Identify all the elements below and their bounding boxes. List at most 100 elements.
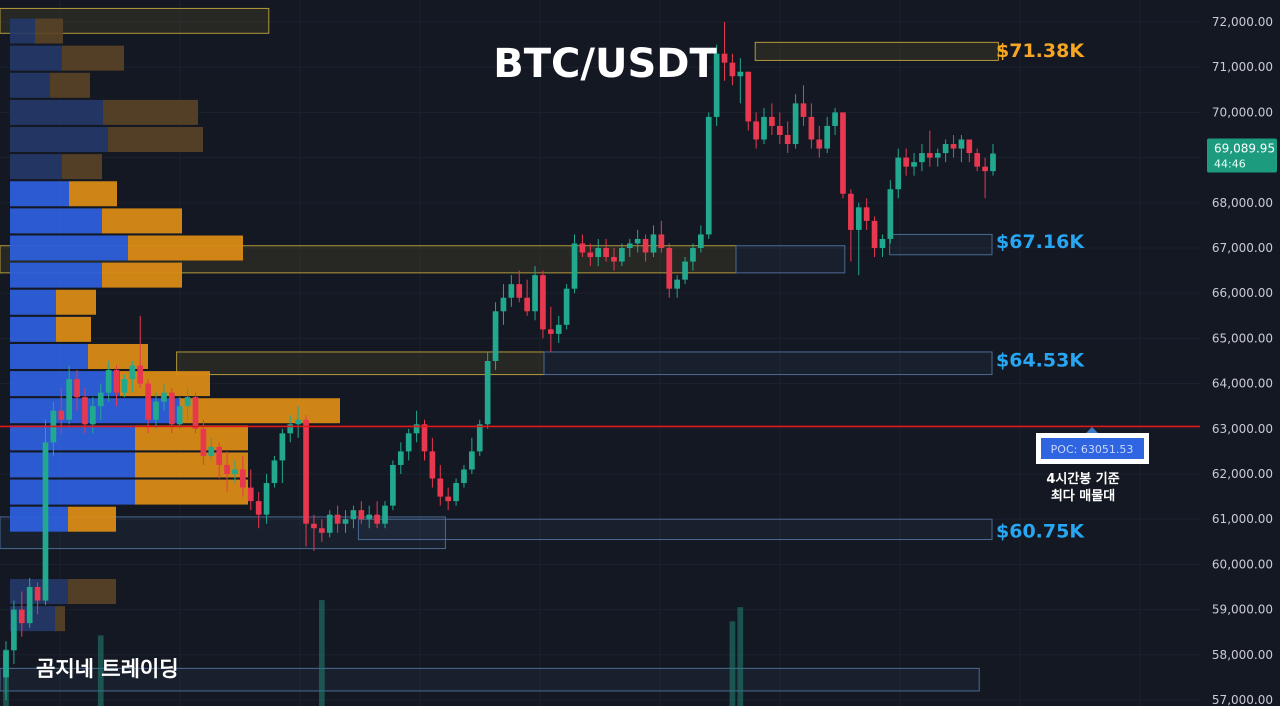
- candle-body: [990, 153, 996, 172]
- current-price-value: 69,089.95: [1214, 142, 1275, 156]
- level-label: $60.75K: [996, 521, 1085, 543]
- y-axis-tick-label: 63,000.00: [1212, 422, 1273, 436]
- zone-box: [754, 41, 999, 61]
- candle-body: [413, 424, 420, 434]
- candle-body: [966, 139, 973, 154]
- candle-body: [698, 234, 704, 248]
- profile-buy-bar: [10, 316, 56, 342]
- profile-buy-bar: [10, 127, 108, 153]
- candles: [3, 22, 996, 700]
- current-price-box: [1207, 138, 1277, 173]
- y-axis-tick-label: 64,000.00: [1212, 377, 1273, 391]
- candle-body: [524, 297, 530, 312]
- candle-body: [318, 528, 325, 533]
- zone-box: [543, 351, 993, 376]
- candle-body: [903, 157, 909, 167]
- profile-buy-bar: [10, 425, 135, 451]
- candle-body: [405, 433, 412, 452]
- candle-body: [784, 135, 791, 145]
- candle-body: [232, 469, 238, 474]
- candle-body: [334, 514, 341, 524]
- profile-buy-bar: [10, 18, 35, 44]
- profile-sell-bar: [103, 99, 198, 125]
- poc-note-line2: 최다 매물대: [1051, 488, 1115, 504]
- profile-sell-bar: [102, 208, 182, 234]
- level-label: $67.16K: [996, 231, 1085, 253]
- profile-buy-bar: [10, 99, 103, 125]
- candle-body: [66, 379, 73, 420]
- profile-sell-bar: [135, 479, 248, 505]
- candle-body: [911, 162, 917, 167]
- candle-body: [34, 587, 41, 601]
- poc-note-line1: 4시간봉 기준: [1046, 471, 1119, 487]
- level-label: $64.53K: [996, 350, 1085, 372]
- candle-body: [555, 324, 562, 334]
- candle-body: [397, 451, 404, 465]
- candle-body: [532, 275, 538, 312]
- candle-body: [105, 370, 112, 393]
- profile-sell-bar: [50, 72, 90, 98]
- candle-body: [161, 392, 167, 402]
- candle-body: [18, 609, 25, 624]
- level-label: $71.38K: [996, 40, 1085, 62]
- candle-body: [90, 406, 96, 425]
- candle-body: [942, 144, 949, 154]
- candle-body: [382, 505, 388, 524]
- candle-body: [658, 234, 665, 248]
- candle-body: [634, 238, 641, 244]
- profile-sell-bar: [69, 181, 117, 207]
- y-axis-tick-label: 71,000.00: [1212, 60, 1273, 74]
- profile-sell-bar: [88, 343, 148, 369]
- y-axis-tick-label: 59,000.00: [1212, 603, 1273, 617]
- y-axis-tick-label: 68,000.00: [1212, 196, 1273, 210]
- level-labels: $71.38K $67.16K $64.53K $60.75K: [996, 40, 1085, 542]
- candle-body: [626, 243, 633, 248]
- watermark-text: 곰지네 트레이딩: [36, 657, 179, 681]
- candle-body: [808, 116, 815, 140]
- candle-body: [840, 112, 846, 194]
- y-axis-tick-label: 57,000.00: [1212, 693, 1273, 706]
- candle-body: [224, 464, 230, 474]
- candle-body: [745, 71, 752, 122]
- candle-body: [824, 125, 831, 149]
- candle-body: [761, 116, 767, 140]
- candle-body: [208, 446, 215, 456]
- profile-buy-bar: [10, 479, 135, 505]
- candle-body: [713, 53, 720, 117]
- volume-bar: [318, 600, 325, 706]
- candle-body: [358, 510, 365, 520]
- candle-body: [374, 514, 380, 524]
- profile-buy-bar: [10, 72, 50, 98]
- candle-body: [603, 248, 609, 258]
- volume-bar: [97, 635, 104, 706]
- candle-body: [595, 248, 602, 258]
- profile-sell-bar: [128, 235, 243, 261]
- candle-body: [871, 220, 878, 248]
- candle-body: [926, 153, 933, 158]
- candle-body: [666, 248, 673, 289]
- candle-body: [390, 464, 396, 506]
- candle-body: [216, 446, 223, 465]
- candle-body: [753, 121, 759, 140]
- profile-sell-bar: [180, 398, 340, 424]
- y-axis-tick-label: 60,000.00: [1212, 557, 1273, 571]
- y-axis-background: [1200, 0, 1280, 706]
- candle-body: [547, 329, 554, 334]
- candle-body: [492, 311, 499, 361]
- candle-body: [153, 401, 159, 420]
- current-price-countdown: 44:46: [1214, 158, 1246, 171]
- candle-body: [500, 297, 507, 312]
- candle-body: [476, 424, 483, 452]
- candle-body: [619, 248, 625, 262]
- candle-body: [3, 650, 9, 678]
- candle-body: [192, 397, 199, 429]
- candle-body: [855, 207, 862, 230]
- profile-buy-bar: [10, 262, 102, 288]
- candle-body: [848, 193, 854, 230]
- candle-body: [919, 153, 925, 163]
- candle-body: [311, 523, 317, 529]
- candle-body: [42, 442, 49, 601]
- candle-body: [650, 234, 657, 253]
- y-axis[interactable]: 72,000.0071,000.0070,000.0069,000.0068,0…: [1200, 0, 1280, 706]
